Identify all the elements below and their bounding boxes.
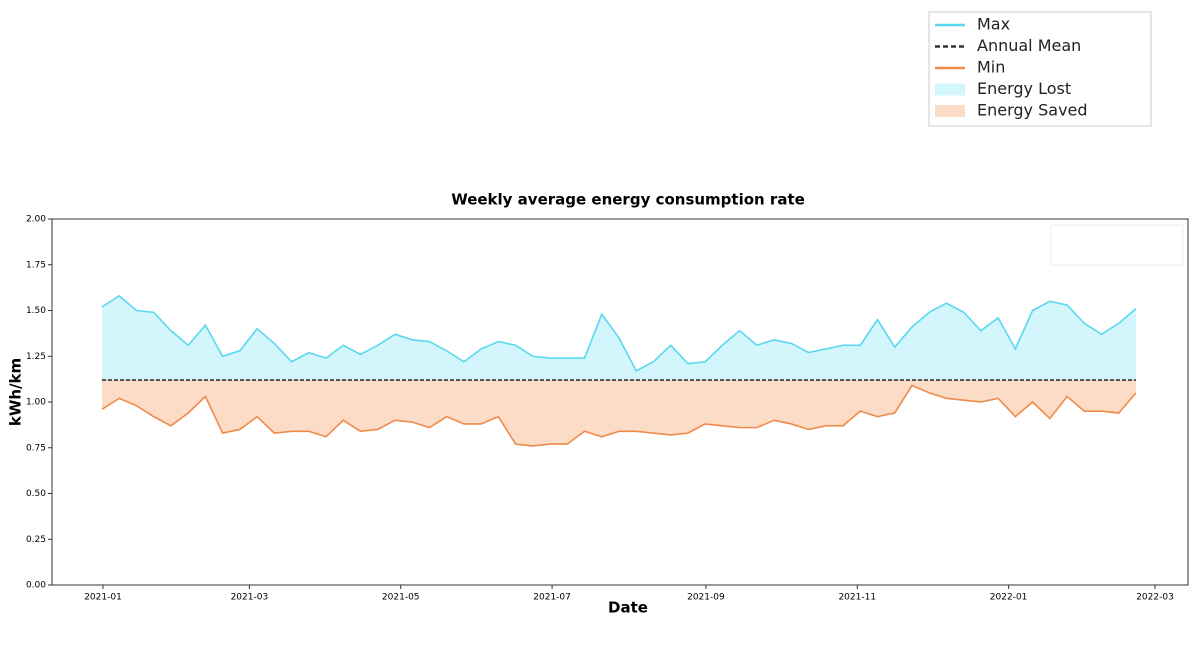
legend-box (928, 11, 1152, 127)
x-tick-label: 2022-01 (990, 593, 1028, 603)
x-axis-label: Date (608, 599, 648, 617)
legend-label: Energy Lost (977, 79, 1071, 98)
x-tick-label: 2021-11 (838, 593, 876, 603)
y-axis-label: kWh/km (7, 358, 25, 426)
legend-swatch (935, 105, 965, 117)
area-energy-saved (102, 380, 1136, 446)
y-tick-label: 2.00 (26, 215, 46, 225)
x-tick-label: 2021-07 (533, 593, 571, 603)
legend-label: Min (977, 58, 1005, 77)
x-tick-label: 2021-01 (84, 593, 122, 603)
x-tick-label: 2022-03 (1136, 593, 1174, 603)
y-tick-label: 1.25 (26, 352, 46, 362)
y-tick-label: 0.75 (26, 443, 46, 453)
legend-label: Max (977, 15, 1010, 34)
legend-label: Annual Mean (977, 36, 1081, 55)
y-tick-label: 0.00 (26, 581, 46, 591)
y-tick-label: 1.75 (26, 260, 46, 270)
y-tick-label: 0.25 (26, 535, 46, 545)
x-tick-label: 2021-03 (231, 593, 269, 603)
chart-title: Weekly average energy consumption rate (451, 191, 805, 209)
x-tick-label: 2021-05 (382, 593, 420, 603)
x-tick-label: 2021-09 (687, 593, 725, 603)
plot-frame (51, 218, 1189, 586)
legend-label: Energy Saved (977, 101, 1088, 120)
y-tick-label: 1.00 (26, 398, 46, 408)
faded-legend (1050, 224, 1184, 266)
y-tick-label: 1.50 (26, 306, 46, 316)
y-tick-label: 0.50 (26, 489, 46, 499)
legend-swatch (935, 83, 965, 96)
line-max (101, 294, 1137, 372)
line-min (101, 384, 1137, 447)
